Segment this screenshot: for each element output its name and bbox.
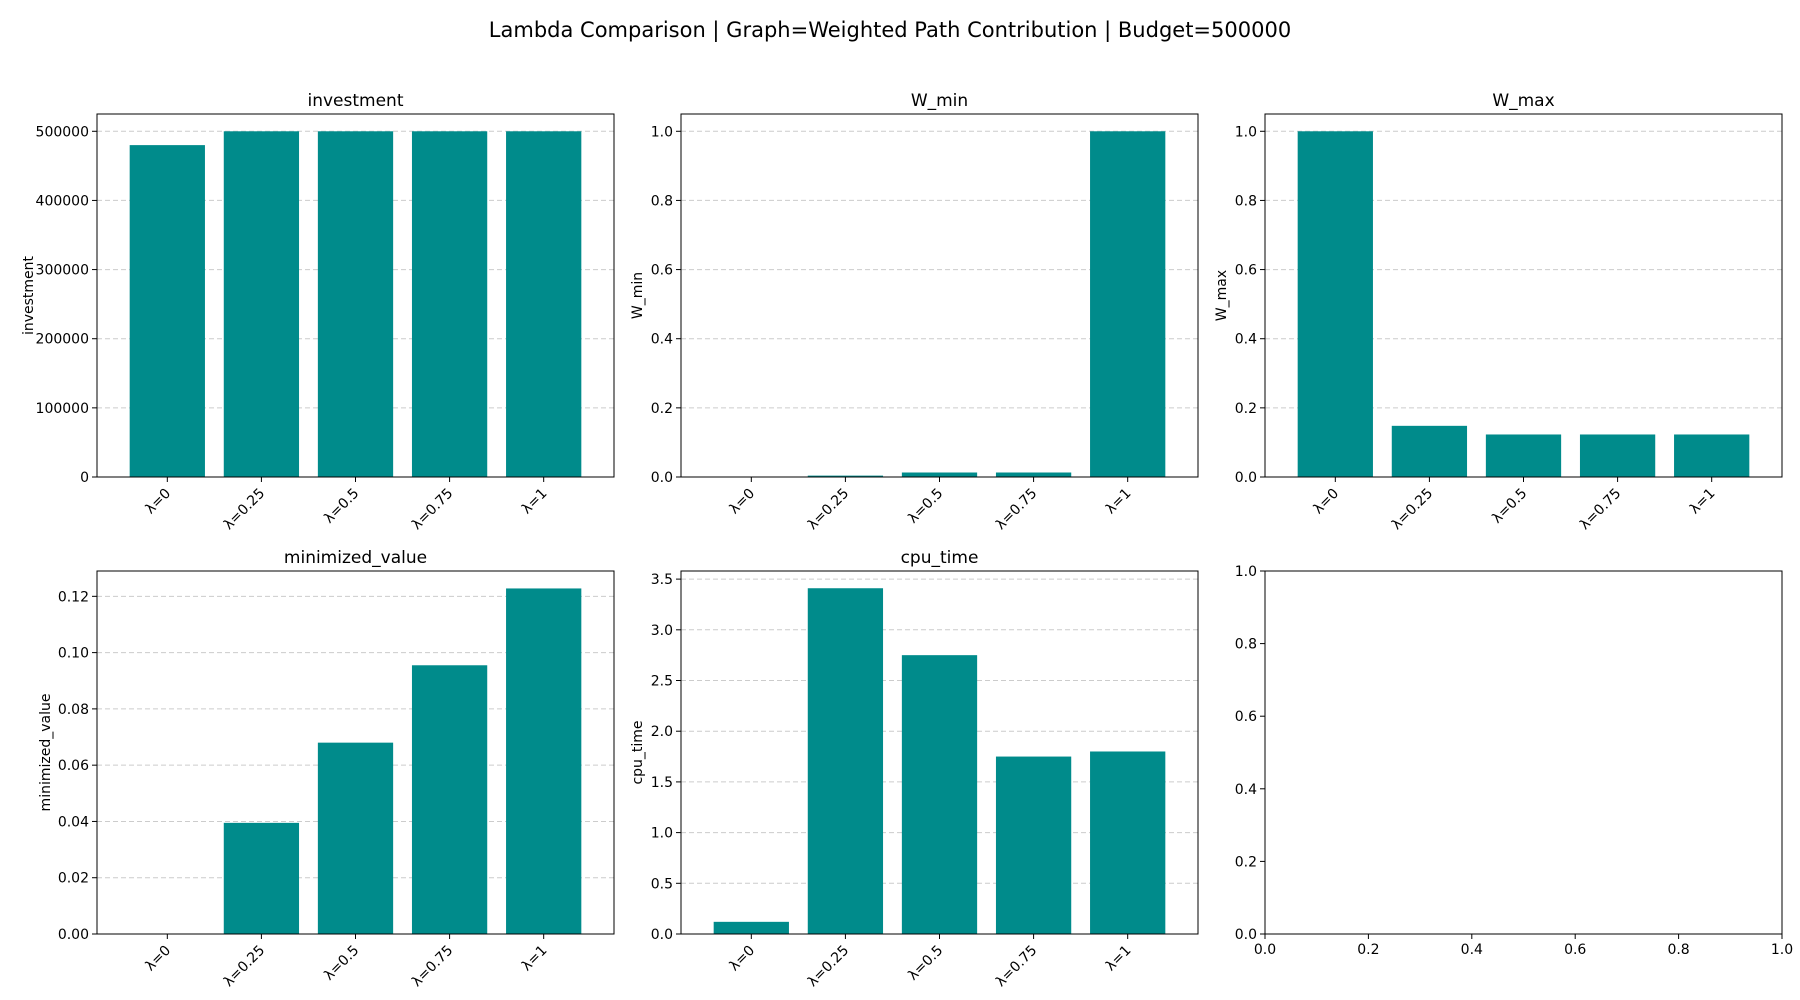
axes-frame [1264,570,1783,935]
y-axis-label: W_max [1214,270,1230,321]
axes-frame [96,113,615,478]
y-tick-label: 0.02 [58,871,89,887]
y-tick-label: 1.5 [651,775,673,791]
subplot-title: investment [308,91,404,111]
bar-λ=0 [129,145,205,477]
y-tick-label: 0.2 [651,401,673,417]
y-axis-label: investment [21,255,37,335]
y-axis-label: cpu_time [630,720,646,784]
y-axis-label: minimized_value [38,694,54,812]
bar-λ=0.5 [901,472,978,477]
y-tick-label: 2.5 [651,674,673,690]
bar-λ=0.25 [223,822,300,934]
y-tick-label: 0.8 [1235,193,1257,209]
bar-λ=0.25 [807,475,884,477]
axes-frame [96,570,615,935]
bar-λ=0 [713,921,789,934]
y-tick-label: 2.0 [651,724,673,740]
x-tick-label: 0.0 [1254,942,1276,958]
bar-λ=1 [506,588,582,934]
figure-title: Lambda Comparison | Graph=Weighted Path … [489,18,1291,43]
bar-λ=0.5 [317,742,394,934]
y-tick-label: 0.4 [651,332,673,348]
bar-λ=0.25 [223,131,300,478]
x-tick-label: 1.0 [1771,942,1793,958]
y-tick-label: 0.04 [58,814,89,830]
y-tick-label: 0.0 [1235,927,1257,943]
y-tick-label: 0 [80,470,89,486]
axes-frame [680,113,1199,478]
axes-frame [680,570,1199,935]
y-tick-label: 1.0 [651,826,673,842]
subplot-title: W_max [1492,91,1554,111]
subplot-minimized_value: λ=0 λ=0.25 λ=0.5 λ=0.75 λ=10.000.020.040.060… [38,548,615,990]
x-tick-label: 0.4 [1461,942,1483,958]
y-tick-label: 0.08 [58,702,89,718]
y-tick-label: 0.0 [1235,470,1257,486]
y-tick-label: 0.8 [651,193,673,209]
y-tick-label: 0.6 [1235,263,1257,279]
y-tick-label: 300000 [36,263,89,279]
y-tick-label: 0.8 [1235,637,1257,653]
subplot-title: minimized_value [284,548,427,568]
y-tick-label: 0.0 [651,927,673,943]
y-tick-label: 0.2 [1235,854,1257,870]
y-tick-label: 100000 [36,401,89,417]
y-tick-label: 500000 [36,124,89,140]
y-tick-label: 3.5 [651,572,673,588]
y-tick-label: 0.2 [1235,401,1257,417]
y-tick-label: 0.10 [58,646,89,662]
x-tick-label: 0.8 [1667,942,1689,958]
subplot-title: W_min [911,91,968,111]
bar-λ=1 [1090,131,1166,478]
y-tick-label: 400000 [36,193,89,209]
subplot-investment: λ=0 λ=0.25 λ=0.5 λ=0.75 λ=101000002000003000… [21,91,615,533]
y-tick-label: 0.12 [58,589,89,605]
bar-λ=0.25 [807,588,884,934]
y-tick-label: 0.06 [58,758,89,774]
y-axis-label: W_min [630,272,646,319]
y-tick-label: 1.0 [651,124,673,140]
y-tick-label: 0.6 [1235,709,1257,725]
axes-frame [1264,113,1783,478]
bar-λ=1 [506,131,582,478]
bar-λ=0.5 [901,655,978,934]
x-tick-label: 0.2 [1357,942,1379,958]
bar-λ=1 [1674,434,1750,477]
y-tick-label: 1.0 [1235,124,1257,140]
y-tick-label: 1.0 [1235,564,1257,580]
bar-λ=1 [1090,751,1166,934]
bar-λ=0.75 [995,472,1072,477]
y-tick-label: 0.4 [1235,782,1257,798]
x-tick-label: 0.6 [1564,942,1586,958]
subplot-title: cpu_time [901,548,979,568]
bar-λ=0.5 [317,131,394,478]
y-tick-label: 0.4 [1235,332,1257,348]
y-tick-label: 0.00 [58,927,89,943]
y-tick-label: 200000 [36,332,89,348]
bar-λ=0.75 [411,665,488,934]
y-tick-label: 0.5 [651,876,673,892]
subplot-empty: 0.0 0.2 0.4 0.6 0.8 1.0 0.0 0.2 0.4 0.6 0.8 1.0 [1235,564,1793,958]
bar-λ=0.5 [1485,434,1562,477]
subplot-W_min: λ=0 λ=0.25 λ=0.5 λ=0.75 λ=10.00.20.40.60.81.… [630,91,1199,533]
bar-λ=0.75 [411,131,488,478]
y-tick-label: 0.6 [651,263,673,279]
bar-λ=0.25 [1391,425,1468,477]
y-tick-label: 3.0 [651,623,673,639]
bar-λ=0.75 [1579,434,1656,477]
bar-λ=0 [1297,131,1373,478]
y-tick-label: 0.0 [651,470,673,486]
bar-λ=0.75 [995,756,1072,934]
subplots: λ=0 λ=0.25 λ=0.5 λ=0.75 λ=101000002000003000… [21,91,1793,990]
